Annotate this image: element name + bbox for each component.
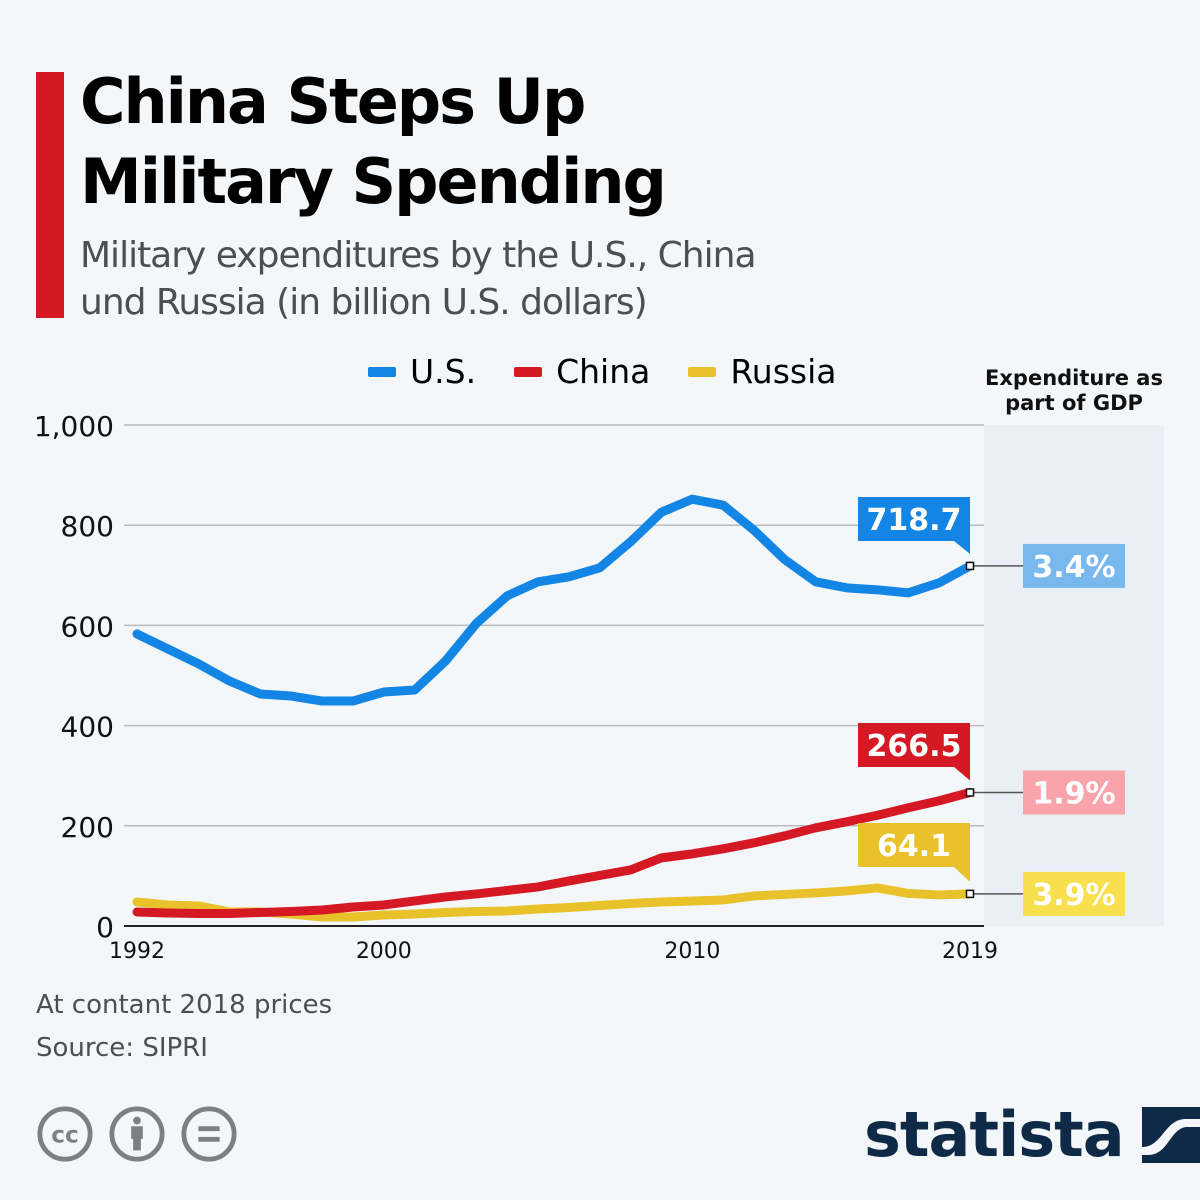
subtitle-line-1: Military expenditures by the U.S., China: [80, 235, 756, 276]
gdp-badge-box: [1023, 543, 1125, 588]
y-axis-ticks: 0 200 400 600 800 1,000: [34, 410, 114, 944]
source-note: Source: SIPRI: [36, 1033, 208, 1063]
callout-box: [858, 723, 970, 781]
x-tick-label: 2000: [356, 939, 412, 964]
callout-value: 718.7: [867, 503, 962, 538]
chart-title: China Steps Up Military Spending: [80, 62, 667, 222]
chart-subtitle: Military expenditures by the U.S., China…: [80, 232, 756, 326]
callout-value: 64.1: [877, 829, 951, 864]
gdp-badge-value: 3.9%: [1032, 878, 1115, 913]
series-line-china: [132, 787, 975, 918]
y-tick-label: 800: [61, 510, 114, 543]
gdp-badge-box: [1023, 871, 1125, 916]
y-tick-label: 1,000: [34, 410, 114, 443]
legend-swatch-china: [514, 366, 543, 377]
callout-us: 718.7: [858, 497, 970, 554]
gridlines: [124, 424, 984, 927]
legend-item-china: China: [514, 352, 650, 391]
gdp-badge-us: 3.4%: [1023, 543, 1125, 588]
statista-logo-icon: [1141, 1107, 1200, 1163]
series-line-us: [132, 494, 975, 706]
y-tick-label: 0: [96, 911, 114, 944]
gdp-badges: 3.4% 1.9% 3.9%: [965, 543, 1125, 916]
x-tick-label: 2010: [664, 939, 720, 964]
gdp-badge-box: [1023, 770, 1125, 815]
callout-box: [858, 497, 970, 554]
legend-label-russia: Russia: [730, 352, 837, 391]
y-tick-label: 600: [61, 610, 114, 643]
end-value-callouts: 718.7 266.5 64.1: [858, 497, 970, 882]
series-lines: [132, 494, 975, 922]
gdp-badge-value: 1.9%: [1032, 776, 1115, 811]
accent-bar: [36, 72, 64, 318]
title-line-2: Military Spending: [80, 145, 667, 218]
svg-text:cc: cc: [51, 1122, 79, 1149]
legend: U.S. China Russia: [368, 352, 837, 391]
y-tick-label: 200: [61, 811, 114, 844]
end-point-marker: [965, 889, 975, 899]
attribution-icon[interactable]: [108, 1105, 166, 1163]
footnote-prices: At contant 2018 prices: [36, 990, 333, 1020]
gdp-badge-russia: 3.9%: [1023, 871, 1125, 916]
end-point-marker: [965, 788, 975, 797]
callout-china: 266.5: [858, 723, 970, 781]
legend-label-us: U.S.: [410, 352, 477, 391]
line-chart: 0 200 400 600 800 1,000 1992 2000 2010 2019 718.…: [33, 410, 1164, 964]
callout-value: 266.5: [867, 729, 962, 764]
y-tick-label: 400: [61, 711, 114, 744]
subtitle-line-2: und Russia (in billion U.S. dollars): [80, 282, 648, 323]
statista-logo[interactable]: statista: [864, 1100, 1200, 1170]
gdp-heading-line-2: part of GDP: [1005, 391, 1143, 415]
license-icons: cc: [36, 1105, 238, 1163]
gdp-badge-china: 1.9%: [1023, 770, 1125, 815]
legend-item-us: U.S.: [368, 352, 476, 391]
callout-box: [858, 823, 970, 882]
cc-icon[interactable]: cc: [36, 1105, 94, 1163]
gdp-heading-line-1: Expenditure as: [985, 366, 1163, 390]
legend-item-russia: Russia: [688, 352, 837, 391]
callout-russia: 64.1: [858, 823, 970, 882]
gdp-panel-background: [984, 425, 1164, 926]
legend-swatch-russia: [688, 366, 717, 377]
legend-swatch-us: [368, 366, 396, 377]
gdp-badge-value: 3.4%: [1032, 550, 1115, 585]
x-axis-ticks: 1992 2000 2010 2019: [109, 939, 998, 964]
title-line-1: China Steps Up: [80, 65, 586, 138]
no-derivatives-icon[interactable]: [180, 1105, 238, 1163]
brand-name: statista: [864, 1098, 1125, 1171]
gdp-panel-heading: Expenditure as part of GDP: [970, 366, 1178, 416]
legend-label-china: China: [556, 352, 651, 391]
x-tick-label: 1992: [109, 939, 165, 964]
end-point-marker: [965, 561, 975, 571]
x-tick-label: 2019: [942, 939, 998, 964]
